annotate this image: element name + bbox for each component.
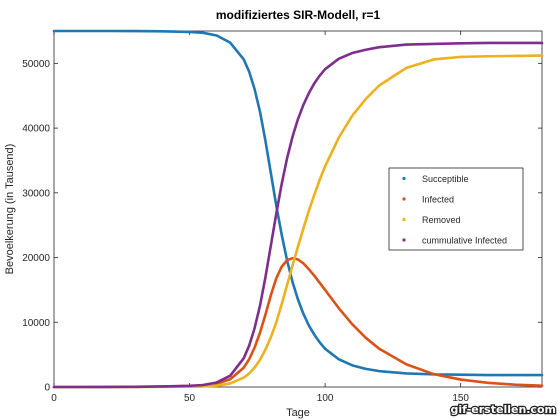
y-axis-label: Bevoelkerung (in Tausend): [4, 144, 16, 275]
y-tick-label: 20000: [22, 253, 50, 264]
legend-label: cummulative Infected: [422, 236, 507, 246]
y-tick-label: 30000: [22, 188, 50, 199]
x-tick-label: 0: [51, 393, 57, 404]
legend-marker: [402, 176, 406, 181]
chart-title: modifiziertes SIR-Modell, r=1: [216, 8, 381, 22]
legend-marker: [402, 217, 406, 222]
series-layer: [52, 29, 544, 389]
y-tick-label: 10000: [22, 318, 50, 329]
x-tick-label: 50: [184, 393, 196, 404]
x-tick-label: 100: [317, 393, 334, 404]
y-tick-label: 0: [44, 383, 50, 394]
x-axis-label: Tage: [286, 407, 310, 419]
x-tick-label: 150: [452, 393, 469, 404]
watermark: gif-erstellen.com: [450, 403, 556, 416]
legend-marker: [402, 238, 406, 242]
series-line-1: [52, 256, 544, 389]
legend: Succeptible Infected Removed cummulative In…: [388, 167, 524, 251]
legend-label: Infected: [422, 195, 454, 205]
legend-box: [388, 167, 524, 251]
legend-label: Succeptible: [422, 174, 469, 184]
plot-frame: [53, 30, 543, 388]
legend-label: Removed: [422, 215, 461, 225]
legend-marker: [402, 197, 406, 201]
y-tick-label: 50000: [22, 59, 50, 70]
series-line-3: [52, 41, 544, 389]
y-tick-label: 40000: [22, 124, 50, 135]
